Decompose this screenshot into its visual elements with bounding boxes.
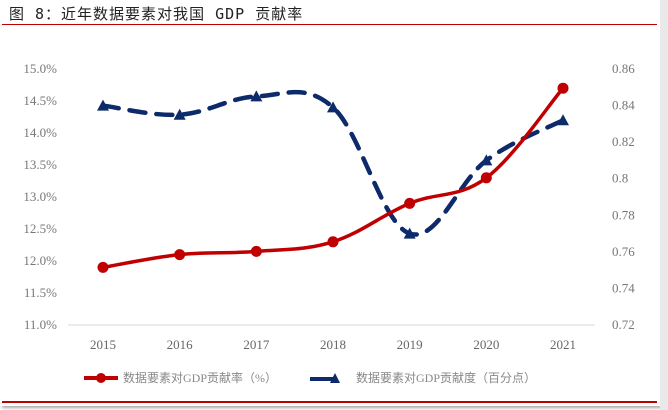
figure-frame: [0, 0, 660, 406]
circle-marker: [174, 249, 186, 261]
blue-dash-triangle-icon: [310, 372, 340, 383]
legend-item-rate: 数据要素对GDP贡献率（%）: [83, 369, 277, 386]
left-tick-label: 14.0%: [23, 125, 57, 140]
triangle-marker: [97, 99, 109, 111]
triangle-marker: [327, 101, 339, 113]
left-tick-label: 11.0%: [24, 317, 57, 332]
right-tick-label: 0.74: [612, 280, 635, 295]
bottom-rule: [2, 401, 657, 403]
triangle-marker: [250, 90, 263, 102]
circle-marker: [480, 172, 492, 184]
circle-marker: [557, 82, 569, 94]
right-tick-label: 0.78: [612, 207, 635, 222]
degree-line: [100, 89, 566, 237]
red-line-circle-icon: [84, 372, 118, 383]
left-tick-label: 12.0%: [23, 253, 57, 268]
circle-marker: [327, 236, 339, 248]
triangle-marker: [557, 114, 569, 126]
right-tick-label: 0.8: [612, 171, 628, 186]
x-tick-label: 2016: [167, 337, 194, 352]
right-tick-label: 0.84: [612, 98, 635, 113]
x-tick-label: 2019: [397, 337, 423, 352]
left-tick-label: 15.0%: [23, 61, 57, 76]
x-tick-label: 2020: [473, 337, 499, 352]
circle-marker: [404, 197, 416, 209]
legend: 数据要素对GDP贡献率（%） 数据要素对GDP贡献度（百分点）: [0, 369, 668, 389]
title-rule: [2, 24, 657, 25]
left-tick-label: 13.0%: [23, 189, 57, 204]
circle-marker: [97, 261, 109, 273]
series-contribution-degree: [97, 89, 569, 239]
page-edge: [660, 0, 668, 410]
x-axis: 2015 2016 2017 2018 2019 2020 2021: [90, 337, 576, 352]
right-tick-label: 0.82: [612, 134, 635, 149]
legend-label-rate: 数据要素对GDP贡献率（%）: [123, 371, 278, 385]
figure-title: 图 8：近年数据要素对我国 GDP 贡献率: [9, 5, 304, 23]
triangle-marker: [480, 154, 493, 166]
left-tick-label: 11.5%: [24, 285, 57, 300]
left-tick-label: 13.5%: [23, 157, 57, 172]
right-y-axis: 0.86 0.84 0.82 0.8 0.78 0.76 0.74 0.72: [612, 61, 635, 332]
left-y-axis: 15.0% 14.5% 14.0% 13.5% 13.0% 12.5% 12.0% 11.5%…: [23, 61, 57, 332]
right-tick-label: 0.76: [612, 244, 635, 259]
right-tick-label: 0.86: [612, 61, 635, 76]
x-tick-label: 2021: [550, 337, 576, 352]
x-tick-label: 2017: [243, 337, 270, 352]
triangle-marker: [403, 227, 416, 239]
series-contribution-rate: [97, 82, 569, 273]
right-tick-label: 0.72: [612, 317, 635, 332]
x-tick-label: 2018: [320, 337, 346, 352]
legend-label-degree: 数据要素对GDP贡献度（百分点）: [356, 371, 537, 385]
triangle-marker: [173, 108, 186, 120]
circle-marker: [250, 245, 262, 257]
legend-item-degree: 数据要素对GDP贡献度（百分点）: [308, 369, 536, 386]
left-tick-label: 14.5%: [23, 93, 57, 108]
left-tick-label: 12.5%: [23, 221, 57, 236]
x-tick-label: 2015: [90, 337, 116, 352]
